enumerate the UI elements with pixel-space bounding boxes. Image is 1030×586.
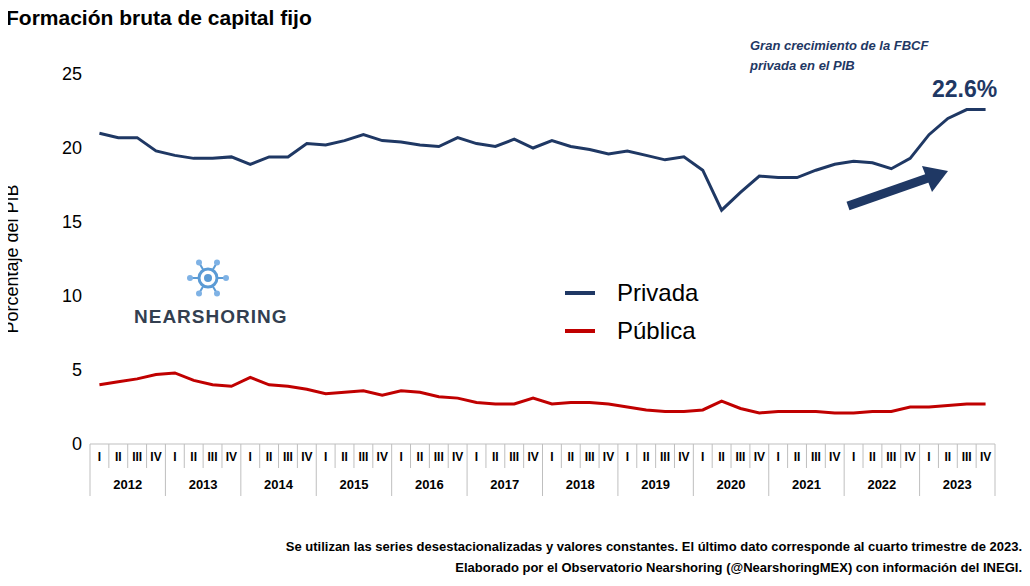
svg-text:II: II: [643, 450, 650, 464]
svg-text:I: I: [852, 450, 855, 464]
svg-text:III: III: [585, 450, 595, 464]
svg-text:I: I: [249, 450, 252, 464]
svg-text:III: III: [660, 450, 670, 464]
svg-text:I: I: [475, 450, 478, 464]
svg-text:IV: IV: [452, 450, 463, 464]
svg-text:III: III: [434, 450, 444, 464]
svg-text:I: I: [550, 450, 553, 464]
svg-text:III: III: [132, 450, 142, 464]
svg-text:II: II: [945, 450, 952, 464]
svg-text:II: II: [417, 450, 424, 464]
svg-text:II: II: [794, 450, 801, 464]
svg-text:2017: 2017: [490, 477, 519, 492]
svg-text:I: I: [173, 450, 176, 464]
svg-text:III: III: [509, 450, 519, 464]
svg-text:II: II: [567, 450, 574, 464]
svg-text:I: I: [927, 450, 930, 464]
svg-text:2021: 2021: [792, 477, 821, 492]
svg-text:I: I: [626, 450, 629, 464]
html-text:22.6%: 22.6%: [932, 76, 998, 102]
svg-text:I: I: [701, 450, 704, 464]
svg-text:II: II: [718, 450, 725, 464]
svg-text:2015: 2015: [339, 477, 368, 492]
svg-text:III: III: [962, 450, 972, 464]
svg-text:I: I: [399, 450, 402, 464]
svg-text:IV: IV: [678, 450, 689, 464]
svg-text:IV: IV: [904, 450, 915, 464]
svg-text:5: 5: [72, 360, 82, 380]
svg-text:I: I: [98, 450, 101, 464]
svg-text:10: 10: [62, 286, 82, 306]
svg-text:II: II: [115, 450, 122, 464]
svg-text:III: III: [735, 450, 745, 464]
svg-text:IV: IV: [150, 450, 161, 464]
svg-text:IV: IV: [603, 450, 614, 464]
html-text:Elaborado por el Observatorio: Elaborado por el Observatorio Nearshorin…: [455, 560, 1022, 575]
svg-text:III: III: [283, 450, 293, 464]
svg-text:II: II: [190, 450, 197, 464]
svg-text:2023: 2023: [943, 477, 972, 492]
svg-text:25: 25: [62, 64, 82, 84]
svg-text:I: I: [777, 450, 780, 464]
svg-text:IV: IV: [980, 450, 991, 464]
svg-text:IV: IV: [527, 450, 538, 464]
svg-text:Porcentaje del PIB: Porcentaje del PIB: [8, 184, 22, 333]
svg-text:2018: 2018: [566, 477, 595, 492]
svg-text:IV: IV: [829, 450, 840, 464]
html-text:NEARSHORING: NEARSHORING: [134, 306, 288, 327]
svg-text:2013: 2013: [189, 477, 218, 492]
svg-text:II: II: [492, 450, 499, 464]
svg-text:2012: 2012: [113, 477, 142, 492]
svg-text:IV: IV: [301, 450, 312, 464]
html-text:Formación bruta de capital fij: Formación bruta de capital fijo: [6, 6, 312, 29]
svg-text:II: II: [869, 450, 876, 464]
svg-text:2014: 2014: [264, 477, 294, 492]
svg-text:IV: IV: [377, 450, 388, 464]
svg-text:0: 0: [72, 434, 82, 454]
svg-text:I: I: [324, 450, 327, 464]
svg-text:II: II: [266, 450, 273, 464]
svg-text:20: 20: [62, 138, 82, 158]
html-text:Privada: Privada: [617, 279, 699, 306]
html-text:Se utilizan las series desesta: Se utilizan las series desestacionalizad…: [285, 539, 1022, 554]
svg-text:IV: IV: [226, 450, 237, 464]
svg-text:2016: 2016: [415, 477, 444, 492]
svg-text:15: 15: [62, 212, 82, 232]
svg-text:III: III: [358, 450, 368, 464]
svg-text:2022: 2022: [867, 477, 896, 492]
html-text:Pública: Pública: [617, 317, 696, 344]
svg-text:2019: 2019: [641, 477, 670, 492]
svg-text:II: II: [341, 450, 348, 464]
html-text:Gran crecimiento de la FBCF pr: Gran crecimiento de la FBCF privada en e…: [750, 38, 929, 73]
svg-text:III: III: [886, 450, 896, 464]
svg-text:2020: 2020: [717, 477, 746, 492]
svg-text:IV: IV: [754, 450, 765, 464]
svg-text:III: III: [811, 450, 821, 464]
svg-text:III: III: [208, 450, 218, 464]
